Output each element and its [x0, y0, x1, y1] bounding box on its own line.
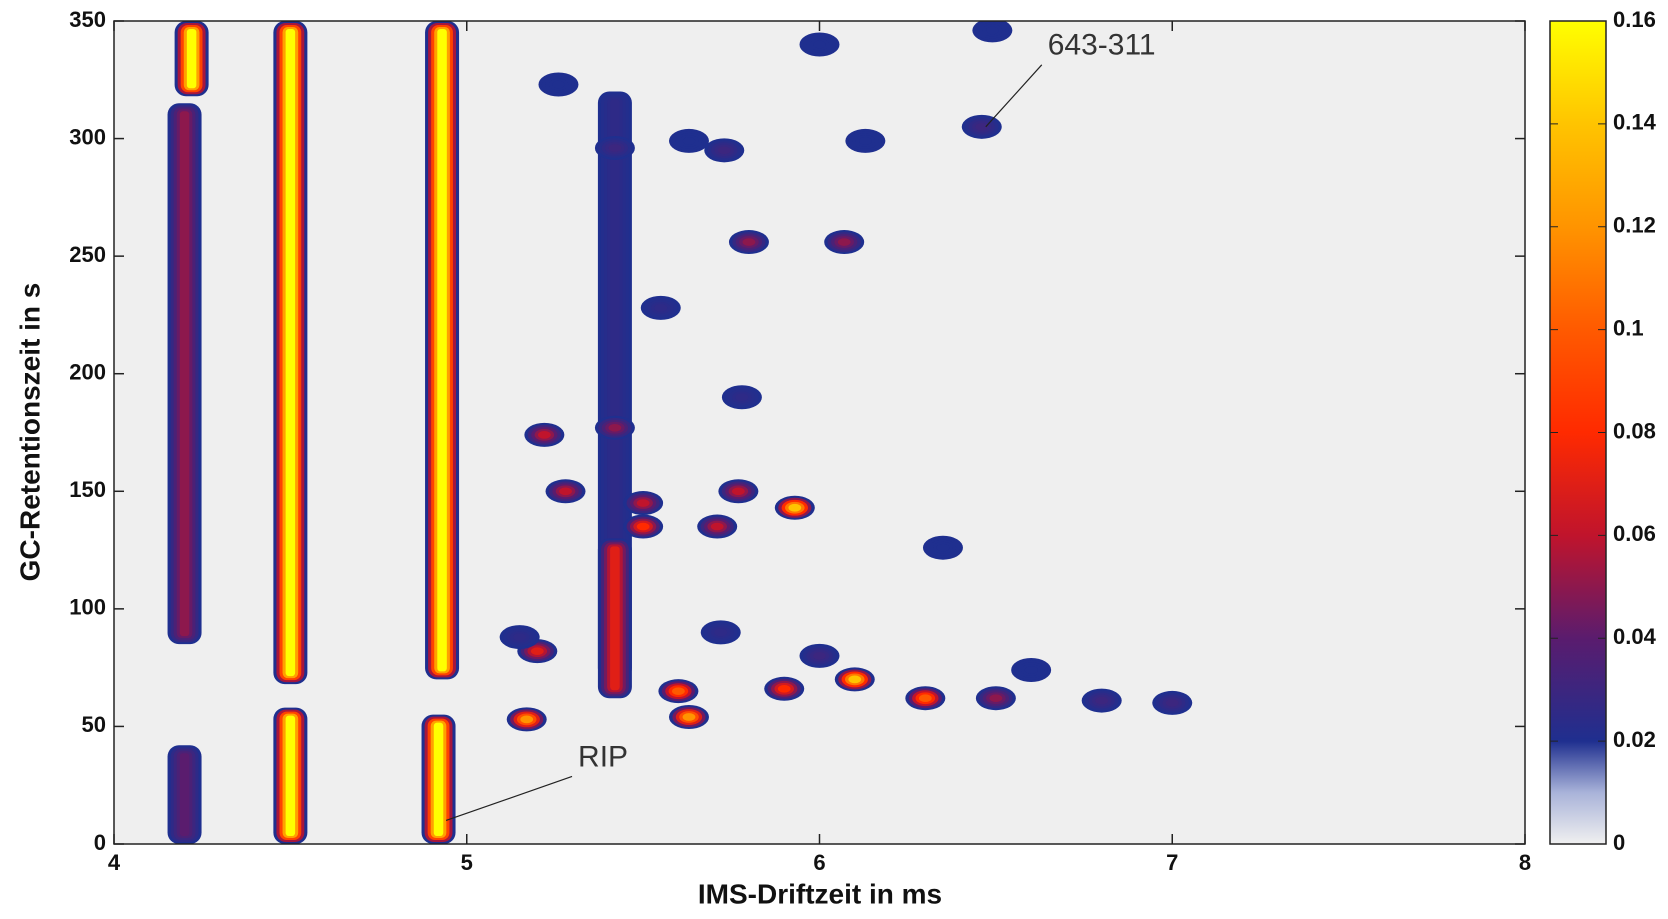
- band-core: [180, 753, 190, 836]
- peak-core: [838, 238, 851, 246]
- x-tick-label: 8: [1519, 850, 1531, 875]
- peak-core: [637, 523, 650, 531]
- peak-core: [989, 694, 1002, 702]
- plot-background: [114, 21, 1525, 844]
- colorbar-tick-label: 0.14: [1613, 110, 1657, 135]
- peak-core: [538, 431, 551, 439]
- x-tick-label: 5: [461, 850, 473, 875]
- peak-core: [714, 629, 727, 637]
- peak-core: [732, 487, 745, 495]
- x-tick-label: 6: [813, 850, 825, 875]
- colorbar-tick-label: 0.04: [1613, 624, 1657, 649]
- peak-core: [1025, 666, 1038, 674]
- y-tick-label: 250: [69, 242, 106, 267]
- x-tick-label: 4: [108, 850, 121, 875]
- peak-core: [937, 544, 950, 552]
- band-core: [286, 716, 296, 836]
- colorbar: [1550, 21, 1606, 844]
- peak-core: [520, 716, 533, 724]
- y-tick-label: 0: [94, 830, 106, 855]
- band-core: [180, 111, 190, 636]
- y-tick-label: 350: [69, 7, 106, 32]
- peak-core: [654, 304, 667, 312]
- peak-core: [778, 685, 791, 693]
- peak-core: [531, 647, 544, 655]
- y-axis-label: GC-Retentionszeit in s: [14, 283, 45, 582]
- peak-core: [788, 504, 801, 512]
- peak-core: [552, 81, 565, 89]
- colorbar-tick-label: 0.1: [1613, 315, 1644, 340]
- band-core: [610, 546, 620, 690]
- colorbar-tick-label: 0.12: [1613, 213, 1656, 238]
- y-tick-label: 150: [69, 477, 106, 502]
- y-tick-label: 200: [69, 360, 106, 385]
- peak-core: [672, 687, 685, 695]
- peak-core: [609, 144, 622, 152]
- colorbar-tick-label: 0.06: [1613, 521, 1656, 546]
- band-core: [437, 29, 447, 671]
- peak-core: [1095, 697, 1108, 705]
- annotation: RIP: [578, 740, 628, 773]
- peak-core: [848, 676, 861, 684]
- peak-core: [813, 41, 826, 49]
- colorbar-tick-label: 0.08: [1613, 418, 1656, 443]
- y-tick-label: 100: [69, 595, 106, 620]
- peak-core: [637, 499, 650, 507]
- y-tick-label: 50: [82, 712, 106, 737]
- colorbar-tick-label: 0.16: [1613, 7, 1656, 32]
- peak-core: [683, 137, 696, 145]
- peak-core: [919, 694, 932, 702]
- colorbar-tick-label: 0.02: [1613, 727, 1656, 752]
- colorbar-tick-label: 0: [1613, 830, 1625, 855]
- peak-core: [683, 713, 696, 721]
- peak-core: [718, 146, 731, 154]
- band-core: [434, 723, 444, 836]
- peak-core: [986, 27, 999, 35]
- peak-core: [859, 137, 872, 145]
- peak-core: [711, 523, 724, 531]
- peak-core: [735, 393, 748, 401]
- annotation: 643-311: [1048, 29, 1156, 62]
- peak-core: [743, 238, 756, 246]
- x-tick-label: 7: [1166, 850, 1178, 875]
- band-core: [187, 29, 197, 88]
- peak-core: [813, 652, 826, 660]
- x-axis-label: IMS-Driftzeit in ms: [698, 878, 942, 909]
- peak-core: [609, 424, 622, 432]
- y-tick-label: 300: [69, 124, 106, 149]
- peak-core: [1166, 699, 1179, 707]
- band-core: [286, 29, 296, 676]
- peak-core: [513, 633, 526, 641]
- peak-core: [559, 487, 572, 495]
